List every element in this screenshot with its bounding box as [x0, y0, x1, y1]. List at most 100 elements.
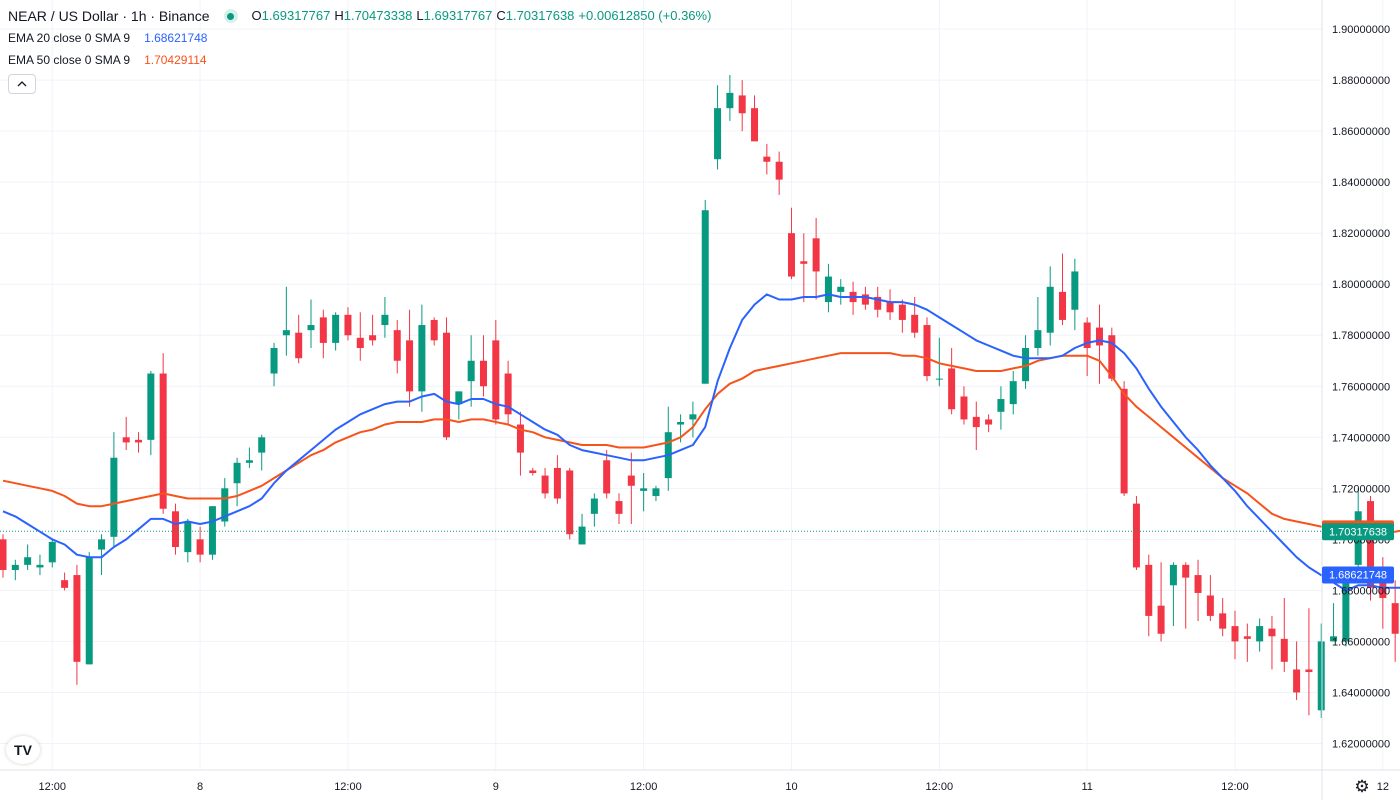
y-tick-label: 1.88000000	[1332, 75, 1390, 87]
candle-body	[1231, 626, 1239, 642]
candle-body	[1169, 564, 1177, 586]
ohlc-high-label: H	[334, 8, 344, 23]
candle-body	[344, 314, 352, 336]
candle-body	[578, 526, 586, 545]
candle-body	[110, 457, 118, 537]
gear-icon[interactable]: ⚙	[1354, 777, 1370, 796]
candle-body	[295, 332, 303, 359]
ohlc-close: 1.70317638	[505, 8, 575, 23]
candle-body	[332, 314, 340, 343]
candle-body	[307, 325, 315, 331]
candle-body	[208, 506, 216, 555]
candle-body	[418, 325, 426, 392]
indicator-ema20-value: 1.68621748	[144, 31, 208, 45]
x-tick-label: 12:00	[39, 781, 67, 793]
y-tick-label: 1.66000000	[1332, 636, 1390, 648]
candle-body	[1157, 605, 1165, 634]
x-tick-label: 12	[1377, 781, 1389, 793]
candle-body	[319, 317, 327, 343]
candle-body	[430, 319, 438, 341]
candle-body	[1330, 636, 1338, 642]
candle-body	[184, 521, 192, 553]
candle-body	[73, 575, 81, 662]
candle-body	[615, 501, 623, 514]
candle-body	[393, 330, 401, 361]
indicator-ema50[interactable]: EMA 50 close 0 SMA 9 1.70429114	[8, 49, 711, 71]
candle-body	[0, 539, 7, 570]
candle-body	[1293, 669, 1301, 693]
candle-body	[61, 580, 69, 588]
candle-body	[935, 378, 943, 380]
candle-body	[763, 156, 771, 162]
x-tick-label: 12:00	[334, 781, 362, 793]
candle-body	[640, 488, 648, 491]
candle-body	[1280, 638, 1288, 662]
candle-body	[48, 541, 56, 563]
indicator-ema20[interactable]: EMA 20 close 0 SMA 9 1.68621748	[8, 27, 711, 49]
candle-body	[1367, 501, 1375, 588]
candle-body	[1256, 626, 1264, 642]
candle-body	[689, 414, 697, 420]
candle-body	[972, 416, 980, 428]
x-tick-label: 12:00	[630, 781, 658, 793]
candle-body	[553, 467, 561, 499]
candle-body	[1071, 271, 1079, 310]
candle-body	[1034, 330, 1042, 349]
candle-body	[1132, 503, 1140, 568]
y-tick-label: 1.80000000	[1332, 279, 1390, 291]
candle-body	[1194, 575, 1202, 593]
candle-body	[948, 368, 956, 410]
candle-body	[787, 233, 795, 277]
collapse-legend-button[interactable]	[8, 74, 36, 94]
candle-body	[1046, 286, 1054, 333]
ema20-price-label: 1.68621748	[1329, 570, 1387, 582]
candle-body	[455, 391, 463, 405]
candle-body	[479, 360, 487, 387]
candle-body	[467, 360, 475, 382]
candle-body	[196, 539, 204, 555]
ohlc-open-label: O	[251, 8, 262, 23]
candle-body	[1083, 322, 1091, 349]
y-tick-label: 1.84000000	[1332, 177, 1390, 189]
candle-body	[603, 460, 611, 494]
candle-body	[627, 475, 635, 486]
x-tick-label: 12:00	[926, 781, 954, 793]
candle-body	[147, 373, 155, 440]
candle-body	[529, 470, 537, 474]
y-tick-label: 1.90000000	[1332, 24, 1390, 36]
market-status-icon	[223, 9, 238, 23]
candle-body	[824, 276, 832, 303]
candle-body	[1219, 613, 1227, 629]
tradingview-logo[interactable]: TV	[6, 736, 40, 764]
chart-grid	[0, 0, 1384, 770]
y-tick-label: 1.76000000	[1332, 381, 1390, 393]
candle-body	[270, 348, 278, 374]
candle-body	[738, 95, 746, 114]
candle-body	[98, 539, 106, 550]
candle-body	[11, 564, 19, 570]
symbol-title[interactable]: NEAR / US Dollar · 1h · Binance	[8, 8, 210, 24]
y-tick-label: 1.78000000	[1332, 330, 1390, 342]
ema-lines	[0, 293, 1400, 592]
candle-body	[1022, 348, 1030, 382]
y-tick-label: 1.82000000	[1332, 228, 1390, 240]
candle-body	[1342, 572, 1350, 642]
x-tick-label: 9	[493, 781, 499, 793]
y-tick-label: 1.64000000	[1332, 687, 1390, 699]
ema20-line	[2, 293, 1400, 592]
indicator-ema20-name: EMA 20 close 0 SMA 9	[8, 31, 131, 45]
ohlc-close-label: C	[496, 8, 506, 23]
candle-body	[245, 460, 253, 463]
candle-body	[923, 325, 931, 377]
candle-body	[443, 332, 451, 438]
candle-body	[911, 314, 919, 333]
y-tick-label: 1.86000000	[1332, 126, 1390, 138]
candle-body	[837, 286, 845, 292]
candle-body	[1305, 669, 1313, 673]
candle-body	[1059, 291, 1067, 320]
candle-body	[874, 296, 882, 310]
ema20-price-label-box	[1322, 566, 1394, 584]
ohlc-low: 1.69317767	[423, 8, 493, 23]
candle-body	[135, 439, 143, 443]
